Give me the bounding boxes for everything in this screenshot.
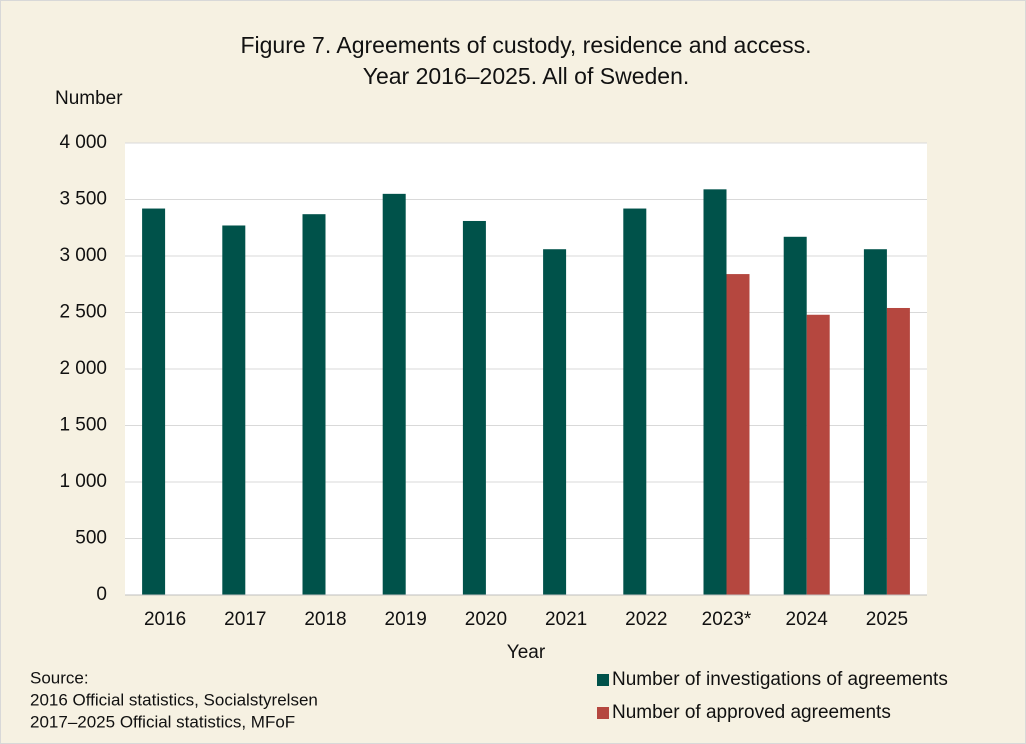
bar [726,274,750,595]
x-tick-label: 2023* [702,609,752,630]
y-tick-label: 3 500 [59,189,107,210]
bar [462,220,486,595]
bar [302,214,326,595]
y-tick-label: 0 [96,584,107,605]
bar [863,249,887,595]
bar [222,225,246,596]
x-axis-label: Year [507,642,546,663]
chart-title: Figure 7. Agreements of custody, residen… [240,32,811,58]
x-tick-label: 2024 [786,609,829,630]
source: 2017–2025 Official statistics, MFoF [30,712,295,731]
x-tick-label: 2018 [304,609,346,630]
x-tick-label: 2025 [866,609,908,630]
bar [886,307,910,595]
y-tick-label: 2 000 [59,358,107,379]
bar [703,189,727,595]
y-tick-label: 2 500 [59,302,107,323]
x-tick-label: 2016 [144,609,186,630]
x-tick-label: 2022 [625,609,667,630]
x-tick-label: 2021 [545,609,587,630]
bar [806,314,830,595]
legend-label: Number of investigations of agreements [612,669,948,690]
x-tick-label: 2020 [465,609,507,630]
source: Source: [30,668,89,687]
y-tick-label: 1 000 [59,471,107,492]
x-tick-label: 2019 [385,609,427,630]
y-tick-label: 500 [75,528,107,549]
legend-swatch [597,707,609,719]
legend-swatch [597,674,609,686]
bar [783,236,807,596]
bar [623,208,647,596]
y-axis-label: Number [55,88,123,109]
y-tick-label: 1 500 [59,415,107,436]
y-tick-label: 3 000 [59,245,107,266]
bar [543,249,567,595]
y-tick-label: 4 000 [59,132,107,153]
x-tick-label: 2017 [224,609,266,630]
chart-title: Year 2016–2025. All of Sweden. [363,63,690,89]
legend-label: Number of approved agreements [612,702,891,723]
source: 2016 Official statistics, Socialstyrelse… [30,690,318,709]
bar [142,208,166,596]
bar [382,193,406,595]
